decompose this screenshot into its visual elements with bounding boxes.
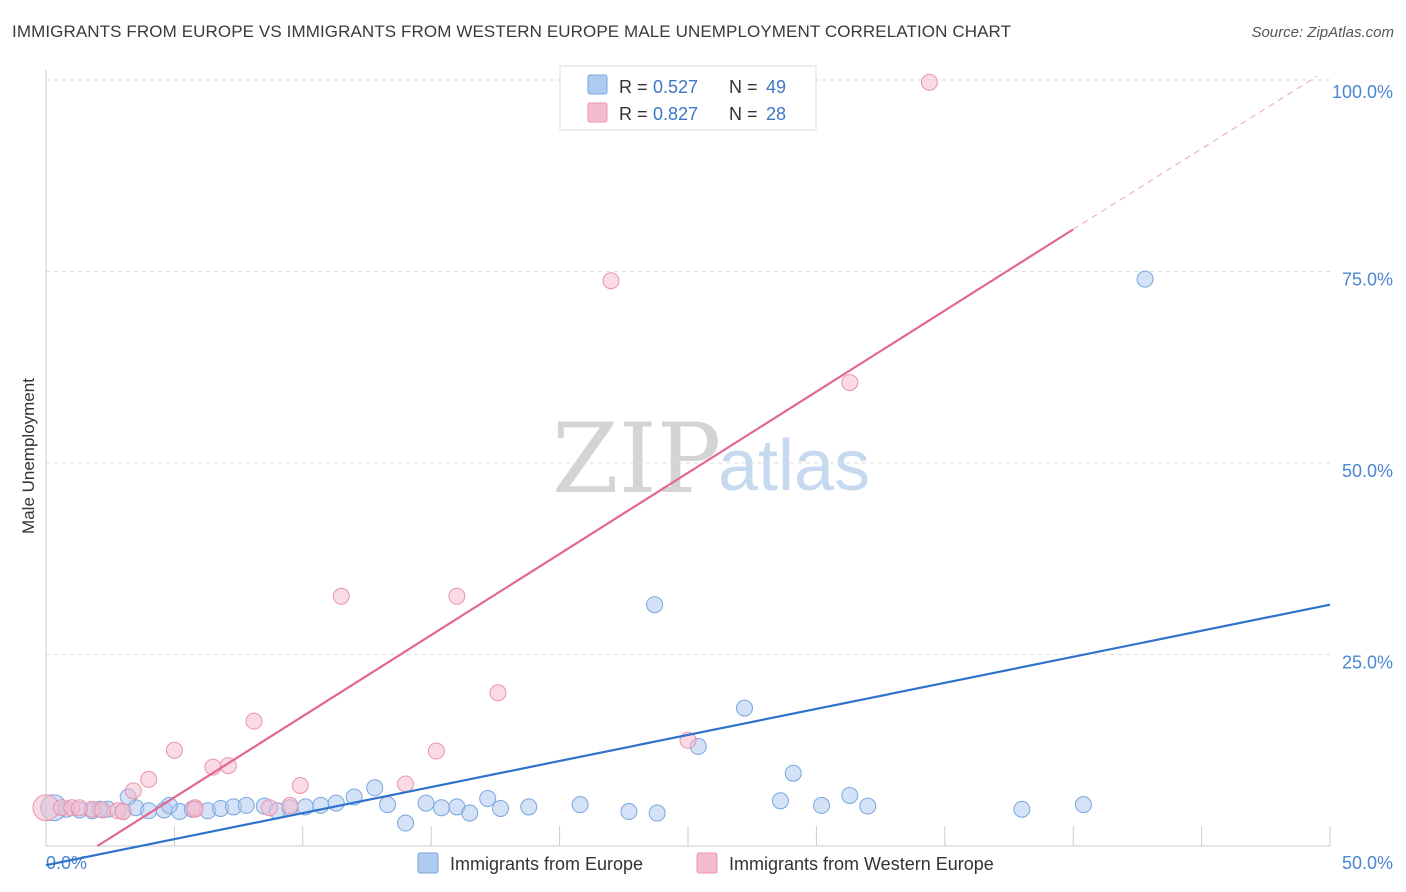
pink-trend-line <box>96 228 1074 847</box>
pink-point <box>489 684 507 702</box>
legend-pink-r-value: 0.827 <box>653 104 698 124</box>
x-ticks <box>45 826 1331 846</box>
pink-point <box>602 272 620 290</box>
pink-trend-extension <box>1072 75 1318 230</box>
watermark-atlas: atlas <box>718 426 870 506</box>
legend-pink-n-value: 28 <box>766 104 786 124</box>
pink-point <box>448 587 466 605</box>
bottom-legend-blue-label: Immigrants from Europe <box>450 854 643 874</box>
legend-pink-r-label: R = <box>619 104 648 124</box>
pink-point <box>114 803 132 821</box>
x-tick-max: 50.0% <box>1342 853 1393 873</box>
blue-point <box>571 796 589 814</box>
legend-blue-swatch <box>587 74 608 95</box>
bottom-legend-blue-swatch <box>417 852 439 874</box>
blue-point <box>327 794 345 812</box>
blue-point <box>417 794 435 812</box>
grid-lines <box>46 79 1330 655</box>
pink-point <box>332 587 350 605</box>
blue-point <box>1136 270 1154 288</box>
blue-point <box>1013 800 1031 818</box>
legend-pink-swatch <box>587 102 608 123</box>
legend-blue-r-label: R = <box>619 77 648 97</box>
blue-point <box>859 797 877 815</box>
pink-point <box>260 799 278 817</box>
pink-point <box>841 374 859 392</box>
blue-point <box>492 799 510 817</box>
pink-point <box>165 741 183 759</box>
blue-point <box>771 792 789 810</box>
blue-point <box>1074 796 1092 814</box>
pink-point <box>93 801 111 819</box>
y-tick-label: 75.0% <box>1342 270 1393 290</box>
bottom-legend-pink-swatch <box>696 852 718 874</box>
pink-point <box>186 800 204 818</box>
pink-point <box>140 770 158 788</box>
y-axis-label: Male Unemployment <box>19 378 38 534</box>
legend-pink-n-label: N = <box>729 104 758 124</box>
watermark-zip: ZIP <box>552 403 721 515</box>
blue-trend-line <box>45 603 1331 867</box>
legend-blue-n-label: N = <box>729 77 758 97</box>
blue-point <box>784 764 802 782</box>
series-legend: Immigrants from Europe Immigrants from W… <box>417 852 994 874</box>
legend-blue-n-value: 49 <box>766 77 786 97</box>
blue-point <box>461 804 479 822</box>
blue-point <box>479 790 497 808</box>
pink-point <box>397 775 415 793</box>
blue-point <box>646 596 664 614</box>
pink-point <box>920 73 938 91</box>
source-label: Source: ZipAtlas.com <box>1251 24 1394 41</box>
pink-point <box>291 776 309 794</box>
blue-point <box>648 804 666 822</box>
trend-lines <box>45 75 1331 867</box>
y-tick-label: 25.0% <box>1342 653 1393 673</box>
blue-point <box>841 786 859 804</box>
pink-point <box>124 782 142 800</box>
blue-point <box>237 796 255 814</box>
chart-title: IMMIGRANTS FROM EUROPE VS IMMIGRANTS FRO… <box>12 22 1012 41</box>
correlation-legend: R = 0.527 N = 49 R = 0.827 N = 28 <box>559 65 817 131</box>
legend-blue-r-value: 0.527 <box>653 77 698 97</box>
blue-point <box>397 814 415 832</box>
pink-point <box>245 712 263 730</box>
y-tick-label: 50.0% <box>1342 461 1393 481</box>
blue-point <box>379 796 397 814</box>
pink-point <box>281 796 299 814</box>
blue-point <box>620 803 638 821</box>
pink-point <box>70 799 88 817</box>
blue-point <box>520 798 538 816</box>
pink-point <box>427 742 445 760</box>
bottom-legend-pink-label: Immigrants from Western Europe <box>729 854 994 874</box>
blue-point <box>813 796 831 814</box>
blue-point <box>735 699 753 717</box>
blue-point <box>366 779 384 797</box>
y-tick-label: 100.0% <box>1332 82 1393 102</box>
y-tick-labels: 25.0% 50.0% 75.0% 100.0% <box>1332 82 1393 673</box>
blue-point <box>432 799 450 817</box>
